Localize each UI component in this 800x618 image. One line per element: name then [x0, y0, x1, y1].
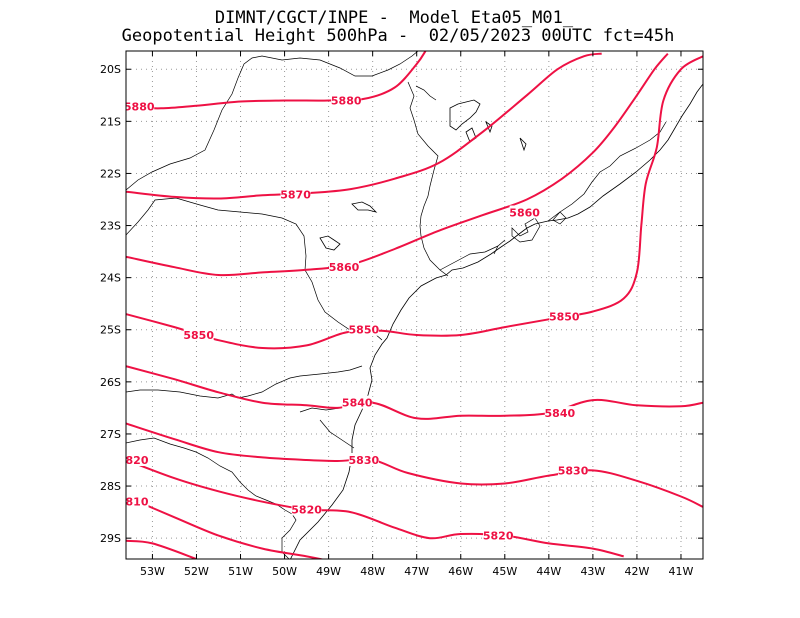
reservoir-outline — [319, 201, 378, 251]
contour-label-bg — [280, 187, 311, 201]
graticule-grid — [126, 51, 703, 559]
lon-tick-label: 41W — [669, 565, 694, 578]
lat-tick-label: 25S — [100, 324, 121, 337]
lat-tick-label: 22S — [100, 167, 121, 180]
contour-labels: 5880 5880 5870 5860 5860 5850 5850 5850 5840 5840… — [124, 93, 589, 543]
contour-label-bg — [342, 395, 373, 409]
reservoir-outline — [449, 99, 527, 152]
state-border — [439, 121, 667, 271]
contour-label: 820 — [126, 454, 149, 467]
contour-label: 5830 — [349, 454, 380, 467]
lat-tick-label: 24S — [100, 272, 121, 285]
lat-tick-label: 27S — [100, 428, 121, 441]
axis-ticks: 20S 21S 22S 23S 24S 25S 26S 27S 28S 29S 53W 52W 51W 5… — [100, 51, 703, 578]
contour-5820 — [126, 495, 326, 559]
lon-tick-label: 52W — [184, 565, 209, 578]
contour-label-bg — [558, 463, 589, 477]
lat-tick-label: 23S — [100, 220, 121, 233]
chart-title-line-2: Geopotential Height 500hPa - 02/05/2023 … — [121, 26, 675, 46]
contour-label-bg — [348, 453, 379, 467]
lon-tick-label: 44W — [536, 565, 561, 578]
contour-5830 — [126, 422, 703, 508]
lon-tick-label: 53W — [140, 565, 165, 578]
contour-label: 5880 — [331, 94, 362, 107]
state-border — [126, 365, 363, 399]
contour-label: 5850 — [183, 329, 214, 342]
contour-5870 — [126, 52, 602, 200]
contour-5850 — [126, 55, 703, 350]
chart-title-line-1: DIMNT/CGCT/INPE - Model Eta05_M01_ — [214, 8, 574, 28]
lon-tick-label: 47W — [404, 565, 429, 578]
coastline — [290, 83, 703, 559]
contour-label-bg — [509, 205, 540, 219]
contour-label-bg — [126, 99, 155, 113]
reservoir-outline — [415, 85, 437, 101]
contour-label: 5880 — [124, 101, 155, 114]
contour-label: 810 — [126, 496, 149, 509]
contour-5880 — [126, 51, 427, 110]
contour-label: 5850 — [349, 324, 380, 337]
contour-label: 5820 — [483, 530, 514, 543]
contour-label-bg — [348, 322, 379, 336]
lat-tick-label: 29S — [100, 532, 121, 545]
contour-label-bg — [329, 260, 360, 274]
lon-tick-label: 42W — [624, 565, 649, 578]
lon-tick-label: 50W — [272, 565, 297, 578]
contour-label: 5850 — [549, 311, 580, 324]
contour-label-bg — [549, 309, 580, 323]
state-border — [407, 81, 449, 277]
contour-label: 5830 — [558, 464, 589, 477]
plot-frame — [125, 50, 704, 560]
lon-tick-label: 43W — [580, 565, 605, 578]
geography-outlines — [126, 51, 703, 559]
lon-tick-label: 51W — [228, 565, 253, 578]
lat-tick-label: 26S — [100, 376, 121, 389]
contour-label: 5840 — [545, 407, 576, 420]
contour-5860 — [126, 52, 669, 277]
contour-5840 — [126, 365, 703, 420]
contour-label-bg — [126, 494, 149, 508]
state-border — [126, 51, 419, 191]
state-border — [299, 404, 355, 449]
contour-label-bg — [331, 93, 362, 107]
lon-tick-label: 48W — [360, 565, 385, 578]
contour-5820 — [126, 459, 624, 558]
contour-label-bg — [291, 502, 322, 516]
contour-label: 5820 — [291, 504, 322, 517]
state-border — [126, 437, 297, 559]
lon-tick-label: 46W — [448, 565, 473, 578]
contour-label: 5840 — [342, 397, 373, 410]
lon-tick-label: 45W — [492, 565, 517, 578]
height-contours — [126, 51, 703, 559]
contour-label-bg — [183, 327, 214, 341]
lat-tick-label: 21S — [100, 115, 121, 128]
lat-tick-label: 28S — [100, 480, 121, 493]
contour-label: 5860 — [329, 261, 360, 274]
contour-label-bg — [126, 453, 149, 467]
contour-label: 5860 — [509, 207, 540, 220]
contour-label: 5870 — [280, 188, 311, 201]
contour-label-bg — [544, 406, 575, 420]
contour-label-bg — [483, 528, 514, 542]
state-border — [126, 197, 383, 341]
lat-tick-label: 20S — [100, 63, 121, 76]
contour-5810 — [126, 539, 197, 559]
lon-tick-label: 49W — [316, 565, 341, 578]
